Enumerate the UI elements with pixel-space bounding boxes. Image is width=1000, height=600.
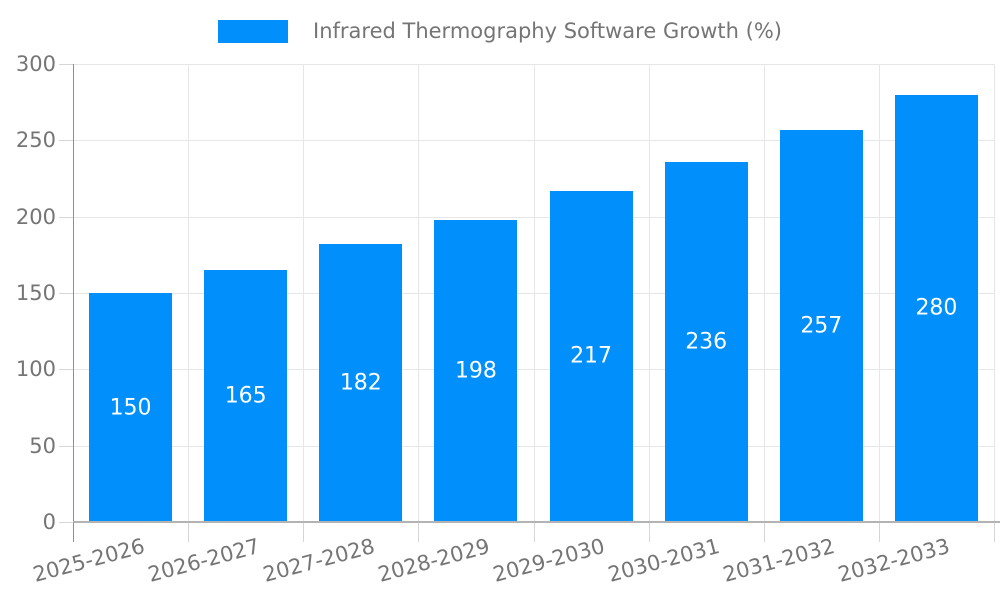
- gridline-vertical: [878, 64, 880, 522]
- x-tick-mark: [303, 522, 305, 542]
- y-tick-mark: [59, 64, 73, 65]
- bar-value-label: 182: [339, 370, 382, 396]
- bar[interactable]: [319, 244, 403, 522]
- bar-value-label: 165: [224, 383, 267, 409]
- x-tick-mark: [418, 522, 420, 542]
- gridline-vertical: [418, 64, 420, 522]
- bar[interactable]: [664, 161, 748, 522]
- y-tick-mark: [59, 522, 73, 523]
- bar-value-label: 150: [109, 395, 152, 420]
- gridline-vertical: [763, 64, 765, 522]
- y-axis-tick-label: 0: [42, 510, 56, 534]
- y-axis-tick-label: 250: [15, 128, 56, 153]
- x-tick-mark: [188, 522, 190, 542]
- x-tick-mark: [648, 522, 650, 542]
- legend-label[interactable]: Infrared Thermography Software Growth (%…: [313, 19, 782, 43]
- legend-swatch-icon[interactable]: [218, 19, 288, 43]
- x-axis-line: [73, 521, 1000, 523]
- legend[interactable]: Infrared Thermography Software Growth (%…: [0, 18, 1000, 44]
- y-axis-tick-label: 150: [15, 281, 56, 305]
- y-axis-tick-label: 50: [29, 433, 56, 458]
- bar[interactable]: [434, 219, 518, 522]
- bar[interactable]: [779, 129, 863, 522]
- x-tick-mark: [763, 522, 765, 542]
- y-tick-mark: [59, 140, 73, 142]
- y-tick-mark: [59, 445, 73, 447]
- y-tick-mark: [59, 369, 73, 371]
- gridline-vertical: [648, 64, 650, 522]
- gridline-vertical: [994, 64, 995, 522]
- bar[interactable]: [894, 94, 978, 522]
- bar-value-label: 280: [915, 295, 958, 321]
- bar-value-label: 198: [454, 358, 497, 384]
- bar[interactable]: [549, 190, 633, 522]
- y-axis-line: [73, 64, 74, 542]
- y-axis-tick-label: 100: [15, 357, 56, 382]
- plot-area: 150 2025-2026 165 2026-2027 182 2027-2028 198 2…: [30, 64, 1000, 587]
- gridline-vertical: [188, 64, 190, 522]
- y-axis-tick-label: 300: [15, 52, 56, 76]
- x-tick-mark: [878, 522, 880, 542]
- x-tick-mark: [994, 522, 995, 542]
- y-tick-mark: [59, 216, 73, 218]
- gridline-vertical: [533, 64, 535, 522]
- bar[interactable]: [204, 270, 288, 522]
- y-tick-mark: [59, 293, 73, 294]
- bar-value-label: 236: [685, 329, 728, 355]
- bar-value-label: 217: [570, 343, 613, 369]
- bar-value-label: 257: [800, 313, 843, 339]
- x-tick-mark: [533, 522, 535, 542]
- bar[interactable]: [89, 293, 173, 522]
- y-axis-tick-label: 200: [15, 204, 56, 229]
- gridline-vertical: [303, 64, 305, 522]
